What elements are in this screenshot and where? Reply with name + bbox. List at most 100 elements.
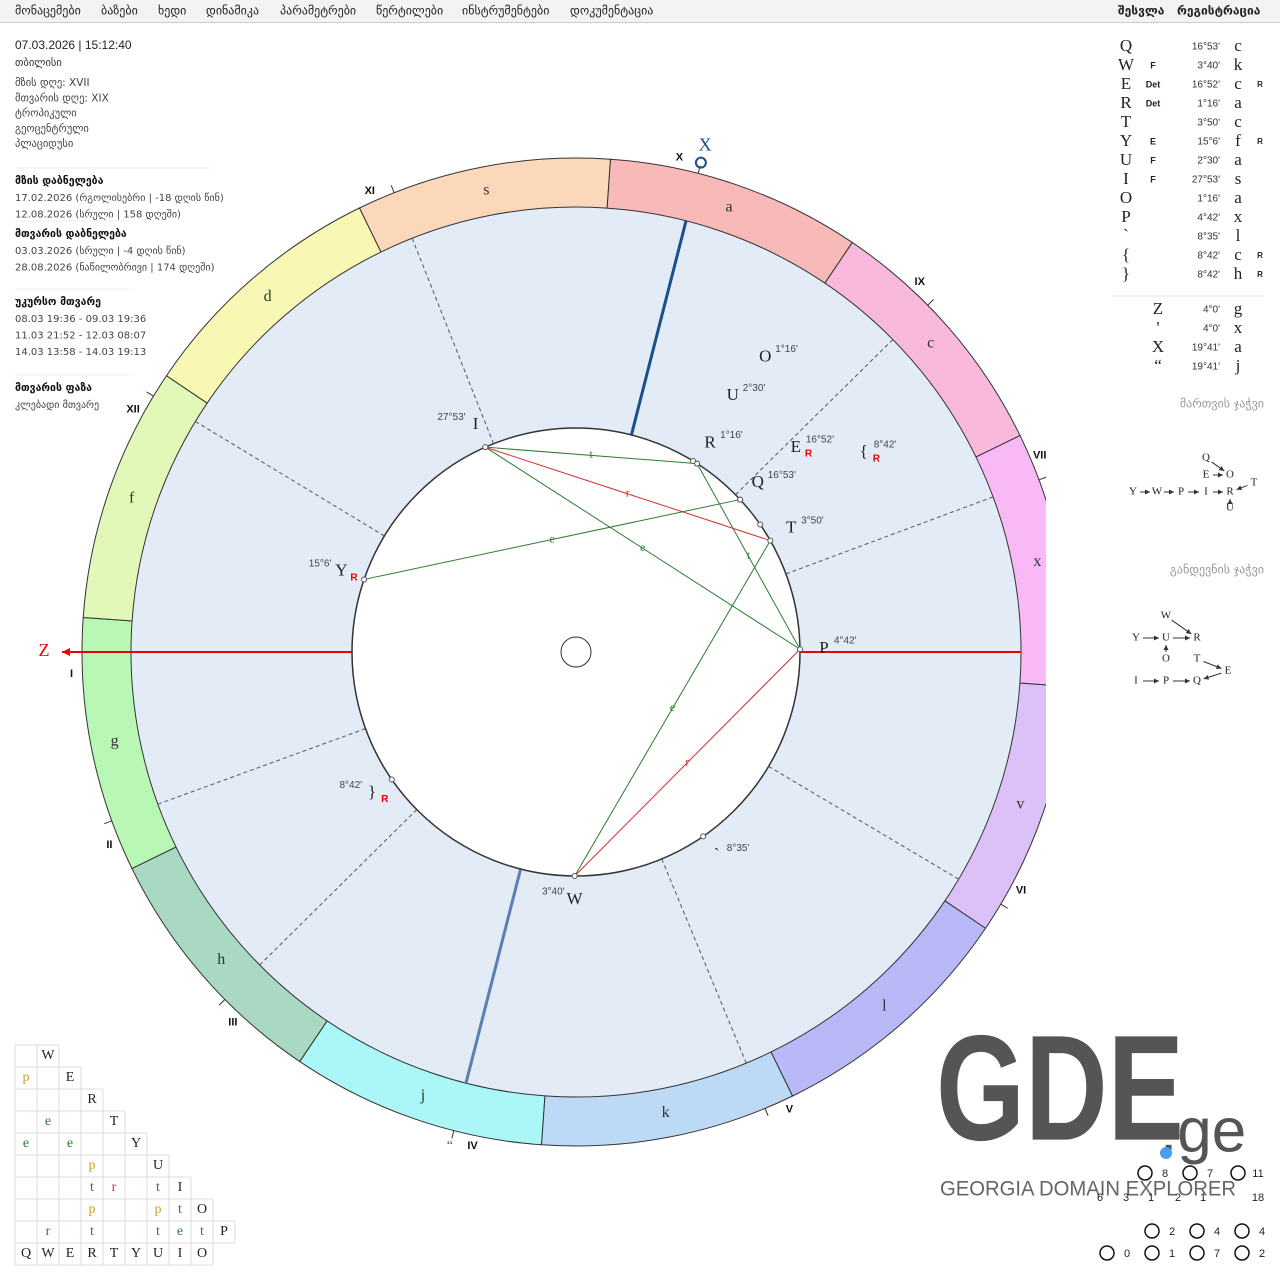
planet-glyph: Y xyxy=(335,561,347,580)
table-glyph: “ xyxy=(1154,356,1162,375)
planet-degree: 15°6' xyxy=(309,558,332,569)
nav-item[interactable]: ინსტრუმენტები xyxy=(462,4,549,18)
grid-planet: W xyxy=(41,1048,55,1063)
grid-planet: Y xyxy=(131,1136,141,1151)
chain-node: U xyxy=(1226,502,1234,514)
angle-glyph: “ xyxy=(447,1138,453,1153)
grid-footer: Q xyxy=(21,1246,31,1261)
stat-value: 7 xyxy=(1214,1248,1220,1260)
house-label: I xyxy=(70,668,73,680)
grid-footer: R xyxy=(87,1246,97,1261)
event-line: 14.03 13:58 - 14.03 19:13 xyxy=(15,347,146,358)
table-degree: 1°16' xyxy=(1197,99,1220,110)
grid-cell xyxy=(124,1198,148,1222)
house-cusp xyxy=(259,809,418,966)
house-cusp xyxy=(735,339,894,496)
grid-cell xyxy=(36,1198,60,1222)
grid-aspect: r xyxy=(46,1224,51,1239)
grid-footer: E xyxy=(66,1246,75,1261)
zodiac-glyph: k xyxy=(662,1104,670,1121)
chain-node: T xyxy=(1251,477,1258,489)
zodiac-glyph: j xyxy=(420,1087,425,1104)
table-degree: 1°16' xyxy=(1197,194,1220,205)
planet-glyph: E xyxy=(791,437,801,456)
grid-aspect: t xyxy=(200,1224,204,1239)
chain-arrow xyxy=(1171,619,1192,635)
planet-degree: 3°40' xyxy=(542,887,565,898)
stat-icon xyxy=(1144,1223,1160,1239)
chain-node: I xyxy=(1134,675,1138,687)
aspect-label: e xyxy=(640,540,645,554)
grid-cell xyxy=(102,1132,126,1156)
grid-cell xyxy=(102,1198,126,1222)
planet-glyph: W xyxy=(567,889,584,908)
aspect-line xyxy=(363,499,741,580)
chain-arrow xyxy=(1211,461,1225,472)
planet-degree: 8°42' xyxy=(874,439,897,450)
logo-tagline: GEORGIA DOMAIN EXPLORER xyxy=(940,1178,1236,1201)
stat-value: 2 xyxy=(1259,1248,1265,1260)
planet-marker xyxy=(690,458,697,465)
grid-cell xyxy=(58,1198,82,1222)
table-degree: 19°41' xyxy=(1192,343,1220,354)
chain-node: Y xyxy=(1132,632,1140,644)
grid-aspect: t xyxy=(90,1180,94,1195)
chain-title: მართვის ჯაჭვი xyxy=(1180,397,1264,411)
retro-mark: R xyxy=(873,453,881,464)
table-glyph: U xyxy=(1120,150,1132,169)
house-label: VII xyxy=(1074,624,1087,636)
cusp-tick xyxy=(1000,903,1008,909)
table-dignity: Det xyxy=(1146,98,1161,108)
cusp-tick xyxy=(146,391,154,397)
grid-planet: U xyxy=(153,1158,163,1173)
grid-cell xyxy=(80,1132,104,1156)
table-sign: h xyxy=(1234,264,1243,283)
planet-glyph: O xyxy=(759,346,771,365)
auth-link[interactable]: რეგისტრაცია xyxy=(1177,4,1261,18)
grid-planet: I xyxy=(178,1180,183,1195)
stat-value: 1 xyxy=(1148,1192,1154,1204)
nav-item[interactable]: მონაცემები xyxy=(15,4,81,18)
stat-icon xyxy=(1189,1223,1205,1239)
nav-bar xyxy=(0,0,1280,22)
table-sign: c xyxy=(1234,112,1242,131)
cusp-tick xyxy=(390,185,395,193)
table-sign: c xyxy=(1234,36,1242,55)
table-sign: x xyxy=(1234,318,1243,337)
table-glyph: W xyxy=(1118,55,1135,74)
nav-item[interactable]: წერტილები xyxy=(376,4,443,18)
planet-degree: 3°50' xyxy=(801,515,824,526)
grid-footer: O xyxy=(197,1246,207,1261)
house-label: X xyxy=(676,152,684,164)
chain-node: P xyxy=(1178,486,1184,498)
info-detail: პლაციდუსი xyxy=(15,138,73,150)
planet-marker xyxy=(700,833,707,840)
nav-item[interactable]: დოკუმენტაცია xyxy=(570,4,653,18)
nav-item[interactable]: ბაზები xyxy=(101,4,138,18)
grid-cell xyxy=(190,1242,214,1266)
nav-item[interactable]: ხედი xyxy=(158,4,186,18)
zodiac-glyph: g xyxy=(111,732,119,749)
grid-cell xyxy=(14,1088,38,1112)
table-dignity: Det xyxy=(1146,79,1161,89)
grid-aspect: e xyxy=(67,1136,73,1151)
chain-node: U xyxy=(1162,632,1170,644)
planet-glyph: T xyxy=(786,518,797,537)
grid-cell xyxy=(102,1154,126,1178)
chain-node: E xyxy=(1203,469,1210,481)
datetime: 07.03.2026 | 15:12:40 xyxy=(15,38,132,52)
nav-item[interactable]: პარამეტრები xyxy=(280,4,356,18)
planet-glyph: P xyxy=(819,638,828,657)
event-title: მზის დაბნელება xyxy=(15,175,104,187)
planet-marker xyxy=(757,521,764,528)
house-label: II xyxy=(106,839,112,851)
auth-link[interactable]: შესვლა xyxy=(1118,4,1165,18)
planet-glyph: R xyxy=(704,432,716,451)
nav-item[interactable]: დინამიკა xyxy=(206,4,259,18)
house-cusp xyxy=(768,765,959,880)
grid-cell xyxy=(58,1088,82,1112)
info-detail: ტროპიკული xyxy=(15,108,77,120)
stat-value: 8 xyxy=(1162,1168,1168,1180)
table-sign: g xyxy=(1234,299,1243,318)
